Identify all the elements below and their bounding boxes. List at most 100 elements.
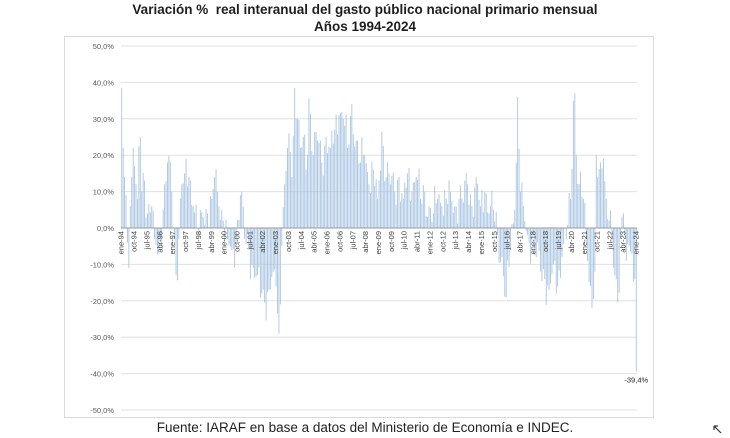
bar <box>478 199 480 228</box>
x-tick-label: jul-19 <box>554 231 563 250</box>
bar <box>331 130 333 228</box>
x-tick-label: oct-00 <box>232 231 241 252</box>
bar <box>535 228 537 258</box>
y-tick-label: 20,0% <box>93 151 115 160</box>
bar <box>339 113 341 228</box>
bar <box>622 213 624 228</box>
mouse-cursor-icon <box>713 425 722 434</box>
bar <box>232 228 234 250</box>
bar <box>325 137 327 228</box>
x-tick-label: oct-12 <box>438 231 447 252</box>
x-tick-label: ene-24 <box>631 231 640 254</box>
bar <box>598 169 600 228</box>
bar <box>557 228 559 287</box>
bar <box>307 154 308 228</box>
bar <box>488 213 490 228</box>
bar <box>241 191 243 228</box>
bar <box>181 184 183 228</box>
bar <box>481 189 483 228</box>
bar <box>144 180 146 228</box>
x-tick-label: ene-21 <box>580 231 589 254</box>
bar <box>178 228 180 239</box>
bar <box>199 210 201 228</box>
bar <box>464 180 466 228</box>
bar <box>332 143 334 228</box>
bar <box>268 228 270 290</box>
bar <box>494 221 496 228</box>
bar <box>361 137 363 228</box>
bar <box>235 228 237 243</box>
x-tick-label: ene-12 <box>425 231 434 254</box>
bar <box>460 185 461 228</box>
bar <box>528 228 530 243</box>
bar <box>237 219 238 228</box>
bar <box>491 190 493 228</box>
bar <box>550 228 551 284</box>
bar <box>327 153 328 228</box>
bar <box>167 162 168 228</box>
bar <box>378 180 380 228</box>
x-tick-label: ene-06 <box>323 231 332 254</box>
bar <box>189 180 191 228</box>
bar <box>442 215 444 228</box>
bar <box>467 184 469 228</box>
bar <box>184 173 186 228</box>
bar <box>194 212 196 228</box>
bar <box>242 206 244 228</box>
bar <box>311 151 313 228</box>
bar <box>244 228 246 239</box>
bar <box>174 228 176 239</box>
bar <box>274 228 276 270</box>
bar <box>171 191 173 228</box>
bar <box>229 228 231 247</box>
bar <box>552 228 554 265</box>
x-tick-label: abr-14 <box>464 231 473 253</box>
bar <box>608 220 610 228</box>
bar <box>375 179 377 228</box>
bar <box>505 228 507 298</box>
bar <box>441 206 443 228</box>
x-tick-label: jul-16 <box>503 231 512 250</box>
bar <box>289 151 291 228</box>
bar <box>161 228 163 248</box>
bar <box>551 228 553 275</box>
bar <box>297 118 298 228</box>
bar <box>142 173 144 228</box>
bar <box>600 162 601 228</box>
bar <box>634 228 636 279</box>
bar <box>152 210 154 228</box>
x-tick-label: jul-07 <box>348 231 357 250</box>
y-tick-label: -50,0% <box>90 406 114 415</box>
bar <box>431 221 433 228</box>
y-tick-label: -20,0% <box>90 297 114 306</box>
x-tick-label: oct-03 <box>284 231 293 252</box>
y-tick-label: 50,0% <box>93 42 115 51</box>
bar <box>381 131 383 228</box>
bar <box>448 180 450 228</box>
bar <box>560 228 561 278</box>
bar <box>251 228 253 265</box>
bar <box>565 228 567 239</box>
bar <box>301 147 303 228</box>
bar <box>187 186 188 228</box>
bar <box>452 212 454 228</box>
bar <box>631 228 633 254</box>
bar <box>204 225 206 228</box>
bar <box>521 182 523 228</box>
bar <box>425 216 427 228</box>
bar <box>259 228 261 298</box>
bar <box>504 228 506 297</box>
y-tick-label: 30,0% <box>93 115 115 124</box>
bar <box>411 191 413 228</box>
bar <box>422 185 424 228</box>
bar <box>575 155 577 228</box>
x-tick-label: oct-21 <box>593 231 602 252</box>
bar <box>135 184 137 228</box>
bar <box>285 170 287 228</box>
x-tick-label: jul-04 <box>297 231 306 250</box>
bar <box>415 177 417 228</box>
bar <box>254 228 256 278</box>
bar <box>247 228 248 235</box>
bar <box>582 198 584 228</box>
bar <box>122 147 124 228</box>
